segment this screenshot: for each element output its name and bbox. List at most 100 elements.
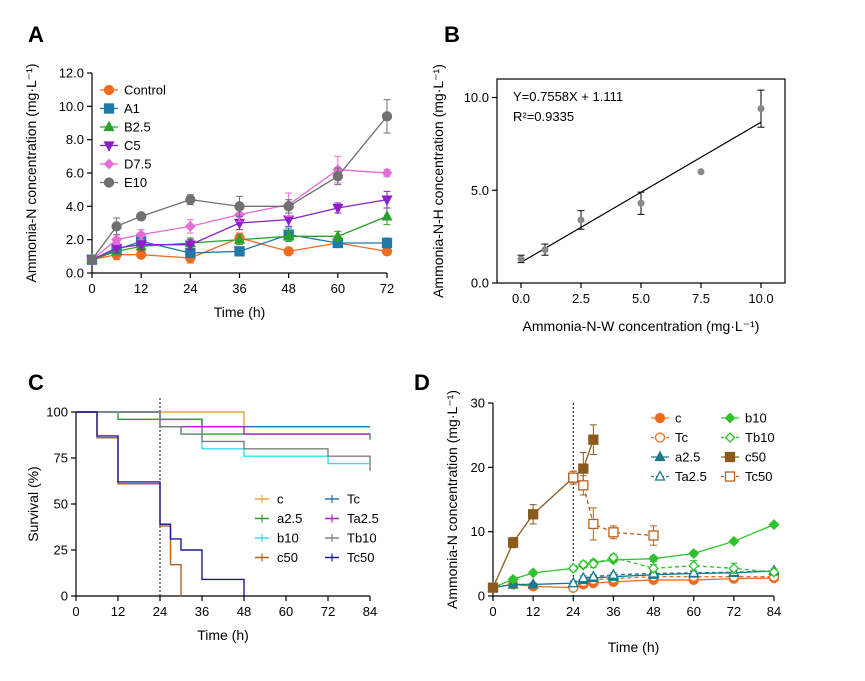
- y-tick-label: 50: [54, 497, 68, 512]
- legend-label: C5: [124, 138, 141, 153]
- x-tick-label: 10.0: [748, 291, 773, 306]
- data-point: [527, 578, 539, 589]
- data-point: [234, 246, 245, 257]
- legend-label: c50: [277, 550, 298, 565]
- data-point: [578, 480, 589, 491]
- data-point: [728, 562, 740, 574]
- x-tick-label: 0: [489, 604, 496, 619]
- data-point: [381, 209, 393, 221]
- data-point: [527, 509, 539, 520]
- data-point: [381, 237, 393, 249]
- x-tick-label: 0.0: [512, 291, 530, 306]
- legend-label: Tc: [347, 492, 361, 507]
- x-tick-label: 0: [72, 604, 79, 619]
- data-point: [233, 233, 246, 244]
- survival-curve: [76, 411, 370, 435]
- data-point: [86, 254, 98, 265]
- x-tick-label: 36: [232, 281, 246, 296]
- x-tick-label: 7.5: [692, 291, 710, 306]
- y-tick-label: 10.0: [464, 90, 489, 105]
- data-point: [588, 434, 599, 445]
- data-point: [577, 571, 589, 583]
- data-point: [184, 220, 196, 232]
- data-point: [577, 216, 585, 224]
- series-line: [572, 576, 774, 589]
- legend-marker: [103, 120, 115, 132]
- legend-marker: [724, 471, 736, 482]
- legend-label: Control: [124, 83, 166, 98]
- data-point: [637, 199, 645, 207]
- data-point: [567, 576, 579, 588]
- data-point: [283, 229, 295, 241]
- y-tick-label: 10: [471, 524, 485, 539]
- series-line: [91, 215, 388, 261]
- y-tick-label: 0: [61, 589, 68, 604]
- series-Tc50: [76, 411, 245, 596]
- data-point: [648, 530, 659, 541]
- data-point: [768, 566, 780, 578]
- data-point: [688, 560, 700, 572]
- legend-marker: [724, 451, 736, 463]
- legend-label: b10: [745, 411, 767, 426]
- y-tick-label: 12.0: [59, 66, 84, 81]
- x-tick-label: 72: [380, 281, 394, 296]
- data-point: [135, 240, 147, 252]
- x-tick-label: 84: [767, 604, 781, 619]
- data-point: [541, 246, 549, 254]
- series-line: [573, 556, 775, 573]
- x-axis-title: Time (h): [214, 304, 266, 320]
- data-point: [607, 568, 620, 579]
- x-tick-label: 60: [331, 281, 345, 296]
- y-tick-label: 0.0: [66, 266, 84, 281]
- data-point: [185, 194, 196, 205]
- data-point: [111, 234, 123, 246]
- y-tick-label: 0: [478, 589, 485, 604]
- data-point: [697, 168, 705, 176]
- data-point: [283, 201, 294, 212]
- data-point: [507, 573, 519, 585]
- data-point: [578, 463, 589, 474]
- legend-label: c50: [745, 450, 766, 465]
- x-tick-label: 24: [183, 281, 197, 296]
- y-tick-label: 2.0: [66, 232, 84, 247]
- legend-marker: [654, 470, 666, 481]
- legend-label: b10: [277, 531, 299, 546]
- data-point: [381, 167, 393, 179]
- legend-label: B2.5: [124, 120, 151, 135]
- legend-marker: [103, 158, 115, 170]
- legend-label: Tb10: [745, 430, 775, 445]
- data-point: [234, 201, 245, 212]
- y-tick-label: 0.0: [471, 276, 489, 291]
- series-a2.5: [76, 411, 371, 440]
- y-axis-title: Ammonia-N-H concentration (mg·L⁻¹): [430, 64, 446, 298]
- y-axis-title: Ammonia-N concentration (mg·L⁻¹): [444, 390, 460, 609]
- x-tick-label: 0: [88, 281, 95, 296]
- x-axis-title: Time (h): [197, 627, 249, 643]
- data-point: [567, 562, 579, 574]
- data-point: [587, 558, 599, 570]
- x-tick-label: 60: [279, 604, 293, 619]
- legend-label: a2.5: [675, 450, 700, 465]
- panel-d: D 0 12 24 36 48 60 72 84 0 10 20 30 Time (h) Ammonia-N…: [414, 370, 781, 655]
- series-Tc50: [568, 470, 659, 546]
- y-tick-label: 8.0: [66, 132, 84, 147]
- legend-marker: [654, 450, 666, 462]
- legend-label: Tc: [675, 430, 689, 445]
- x-tick-label: 48: [646, 604, 660, 619]
- legend-label: Tc50: [745, 469, 772, 484]
- panel-a: A 0 12 24 36 48 60 72 0.0 2.0 4.0 6.0 8.0 10.0 12.0 Tim…: [23, 22, 394, 320]
- x-tick-label: 60: [686, 604, 700, 619]
- data-point: [487, 582, 499, 593]
- panel-label-c: C: [28, 370, 44, 395]
- x-tick-label: 12: [526, 604, 540, 619]
- survival-curve: [76, 411, 245, 596]
- data-point: [381, 195, 393, 207]
- data-point: [332, 203, 344, 215]
- x-tick-label: 24: [566, 604, 580, 619]
- data-point: [588, 518, 599, 530]
- legend-marker: [654, 432, 666, 443]
- x-tick-label: 24: [153, 604, 167, 619]
- data-point: [648, 553, 659, 565]
- data-point: [608, 527, 619, 538]
